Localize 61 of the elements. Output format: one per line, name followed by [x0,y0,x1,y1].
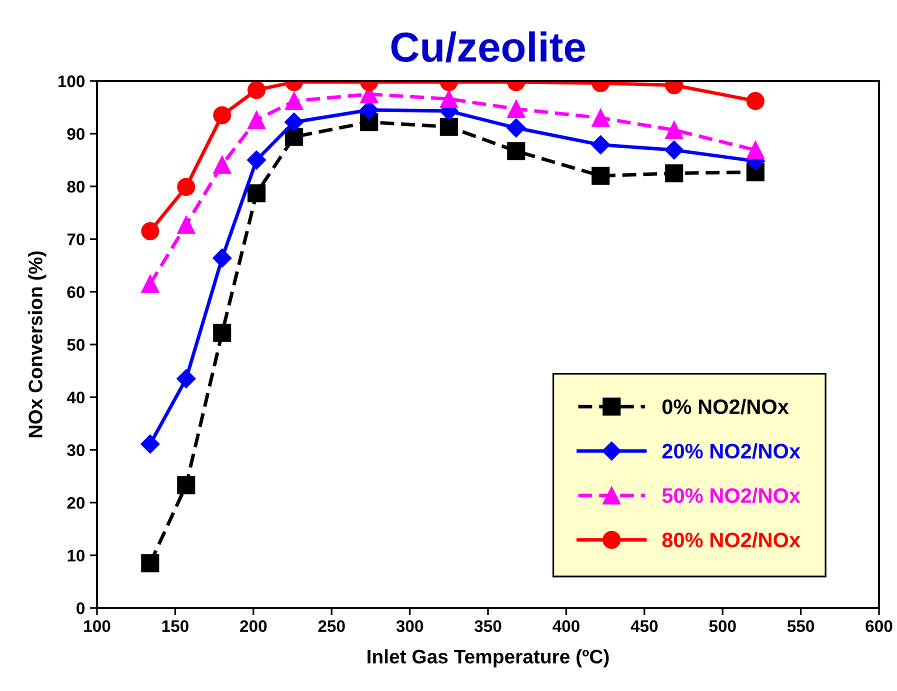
point [285,92,304,110]
chart-title: Cu/zeolite [391,31,585,62]
x-tick-label: 600 [866,620,892,632]
point [665,120,684,140]
point [248,81,266,99]
x-tick-label: 500 [709,620,736,632]
point [284,112,304,132]
point [177,216,196,234]
point [140,434,160,454]
x-tick-label: 350 [474,620,502,632]
y-tick-label: 50 [67,338,85,351]
point [592,108,610,127]
point [248,110,266,130]
point [665,164,684,182]
x-tick-label: 550 [787,620,814,632]
x-tick-label: 450 [630,620,658,632]
point [746,92,764,110]
y-tick-label: 10 [68,550,85,562]
point [506,118,526,138]
x-tick-label: 200 [240,620,267,632]
point [213,324,232,342]
point [177,178,196,196]
y-tick-label: 40 [66,392,85,404]
y-tick-label: 30 [67,444,85,456]
point [213,106,232,124]
point [177,476,196,494]
point [507,100,526,118]
point [440,118,458,136]
legend-label: 20% NO2/NOx [662,443,800,459]
point [141,554,160,572]
point [507,142,526,160]
x-tick-label: 400 [552,620,580,632]
point [212,248,232,268]
y-tick-label: 0 [76,602,85,614]
legend-label: 80% NO2/NOx [662,532,800,548]
point [176,369,196,388]
point [591,135,610,154]
point [141,222,160,240]
point [664,140,684,160]
x-axis-title: Inlet Gas Temperature (ºC) [368,649,609,668]
y-tick-label: 70 [67,234,85,246]
x-tick-label: 250 [318,620,345,632]
point [246,150,266,170]
point [141,274,160,293]
x-tick-label: 300 [396,620,424,632]
y-tick-label: 20 [67,497,85,509]
y-axis-title: NOx Conversion (%) [28,251,46,438]
y-tick-label: 100 [58,75,85,88]
x-tick-label: 150 [162,620,188,632]
legend-label: 50% NO2/NOx [662,488,800,504]
legend-label: 0% NO2/NOx [662,398,789,414]
point [213,156,232,174]
point [746,141,764,160]
point [592,166,610,185]
y-tick-label: 60 [67,286,85,298]
y-tick-label: 80 [67,180,85,193]
point [440,90,458,108]
x-tick-label: 100 [84,620,110,632]
y-tick-label: 90 [67,128,85,140]
point [285,128,304,146]
point [248,184,266,202]
